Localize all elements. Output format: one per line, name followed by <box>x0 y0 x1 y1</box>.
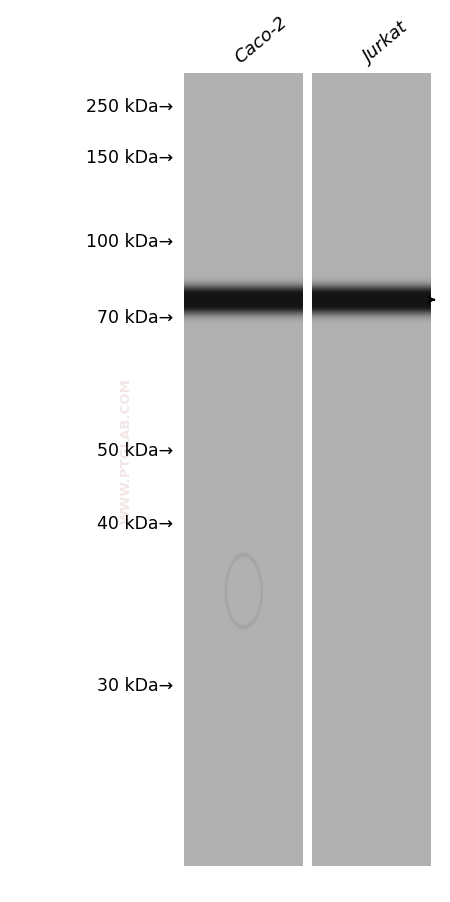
Text: 250 kDa→: 250 kDa→ <box>86 97 173 115</box>
Text: 100 kDa→: 100 kDa→ <box>86 233 173 251</box>
Text: 30 kDa→: 30 kDa→ <box>97 676 173 695</box>
Text: 150 kDa→: 150 kDa→ <box>86 149 173 167</box>
Text: Caco-2: Caco-2 <box>231 13 291 67</box>
Text: 50 kDa→: 50 kDa→ <box>97 442 173 460</box>
Text: 40 kDa→: 40 kDa→ <box>97 514 173 532</box>
Text: 70 kDa→: 70 kDa→ <box>97 308 173 327</box>
Text: Jurkat: Jurkat <box>360 19 412 67</box>
Text: WWW.PTGLAB.COM: WWW.PTGLAB.COM <box>120 378 132 524</box>
